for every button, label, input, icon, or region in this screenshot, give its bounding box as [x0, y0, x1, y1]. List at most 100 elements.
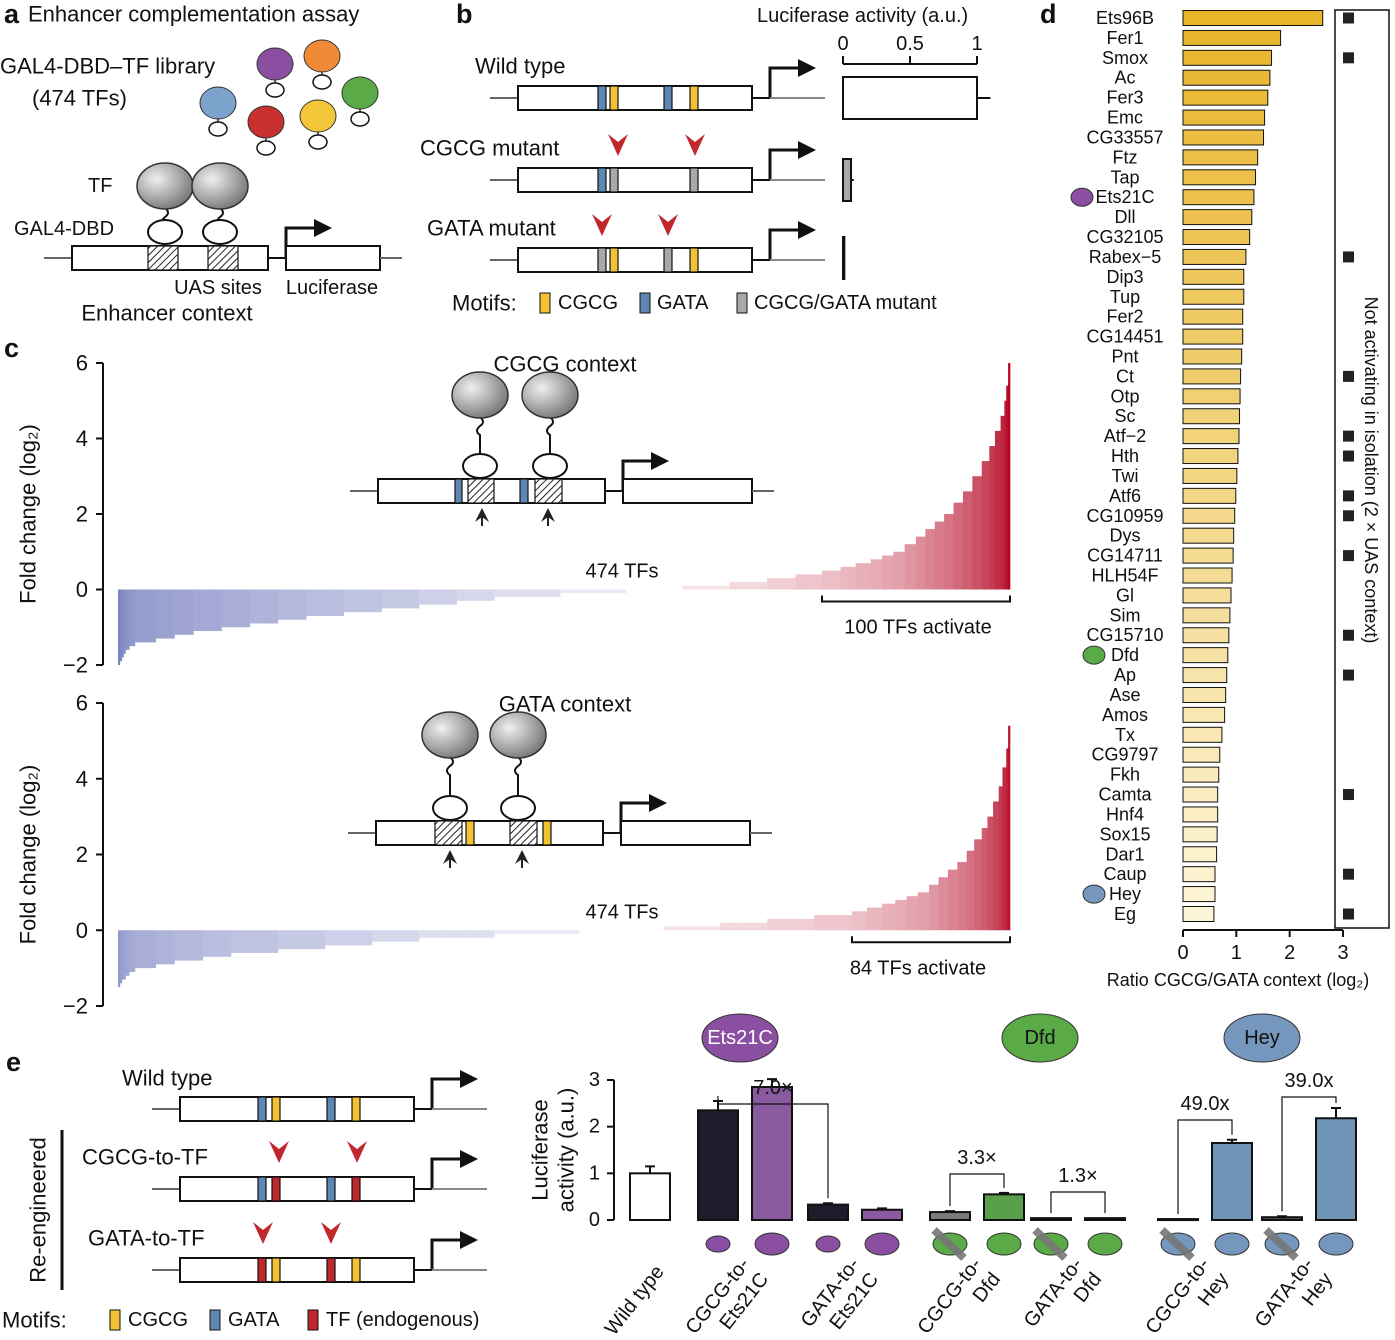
bar — [298, 589, 301, 620]
bar — [552, 589, 555, 598]
bar — [161, 930, 164, 965]
bar — [238, 589, 241, 628]
bar — [187, 930, 190, 961]
bar — [624, 930, 627, 931]
bar — [424, 589, 427, 605]
annotation: 49.0x — [1181, 1093, 1230, 1115]
bar — [1182, 786, 1219, 803]
category-label: Dip3 — [1106, 267, 1143, 287]
tf-linker — [446, 756, 454, 796]
tf-protein — [136, 162, 194, 210]
bar — [520, 589, 523, 598]
y-tick-label: −2 — [63, 653, 88, 678]
error-bar — [823, 1202, 833, 1205]
bar — [680, 926, 683, 931]
bar — [633, 930, 636, 931]
bar — [807, 1203, 849, 1221]
bar — [592, 589, 595, 594]
bar — [1182, 467, 1238, 484]
bar — [810, 918, 813, 931]
bar — [893, 903, 896, 931]
bar — [915, 536, 919, 590]
bar — [146, 930, 149, 969]
motif — [467, 478, 495, 504]
bar — [690, 926, 693, 931]
bar — [560, 589, 563, 594]
bar — [957, 862, 960, 931]
bar — [370, 589, 373, 613]
y-tick-label: −2 — [63, 994, 88, 1019]
bar — [311, 589, 315, 616]
bar — [193, 589, 196, 632]
bar — [994, 430, 998, 590]
mutation-arrow — [658, 214, 678, 236]
bar — [891, 903, 894, 931]
bar — [1182, 746, 1221, 763]
bar — [520, 930, 523, 935]
bar — [686, 926, 689, 931]
bar — [979, 476, 983, 590]
bar — [972, 850, 975, 931]
bar — [210, 589, 213, 632]
tf-dot — [1082, 884, 1106, 904]
promoter-arrow — [430, 1238, 464, 1270]
bar — [637, 930, 640, 931]
bar — [708, 926, 712, 931]
bar — [569, 589, 572, 594]
bar — [528, 930, 531, 935]
bar — [146, 589, 149, 643]
bar — [125, 589, 128, 650]
marker — [1343, 669, 1354, 681]
bar — [1182, 288, 1245, 305]
bar — [957, 502, 960, 590]
error-bar — [945, 1210, 955, 1213]
arrow-head — [314, 219, 332, 237]
motif — [689, 247, 699, 273]
bar — [929, 884, 932, 931]
bar — [712, 926, 715, 931]
category-label: Rabex−5 — [1089, 247, 1162, 267]
bar — [987, 461, 990, 590]
bar — [710, 585, 713, 590]
bar — [1157, 1218, 1199, 1222]
bar — [413, 589, 416, 609]
bar — [343, 930, 347, 946]
bar — [944, 877, 947, 931]
bar — [806, 574, 809, 590]
bar — [853, 911, 856, 931]
bar — [541, 589, 544, 598]
bar — [953, 502, 956, 590]
x-tick-label: 0 — [1177, 942, 1188, 964]
bar — [394, 589, 397, 609]
bar — [447, 930, 450, 938]
bar — [328, 589, 331, 616]
bar — [567, 589, 570, 594]
bar — [131, 589, 134, 647]
bar — [500, 589, 503, 598]
bar — [575, 930, 578, 935]
bar — [443, 930, 446, 938]
bar — [244, 589, 247, 628]
bar — [217, 589, 220, 632]
bar — [503, 930, 506, 935]
tf-badge — [1223, 1013, 1301, 1063]
category-label: Eg — [1114, 904, 1136, 924]
bar — [667, 589, 670, 590]
bar — [595, 930, 599, 931]
bar — [411, 589, 414, 609]
motif — [351, 1176, 361, 1202]
x-tick-label: 1 — [971, 33, 982, 55]
mutation-arrow — [608, 134, 628, 156]
bar — [469, 930, 473, 938]
bar — [279, 930, 283, 950]
bar — [165, 930, 168, 965]
motif — [519, 478, 529, 504]
bar — [172, 930, 175, 965]
category-label: Camta — [1098, 785, 1152, 805]
bar — [388, 589, 392, 609]
bar — [1182, 89, 1269, 106]
bar — [590, 930, 593, 931]
bar — [816, 574, 819, 590]
bar — [774, 918, 777, 931]
bar — [825, 915, 828, 931]
